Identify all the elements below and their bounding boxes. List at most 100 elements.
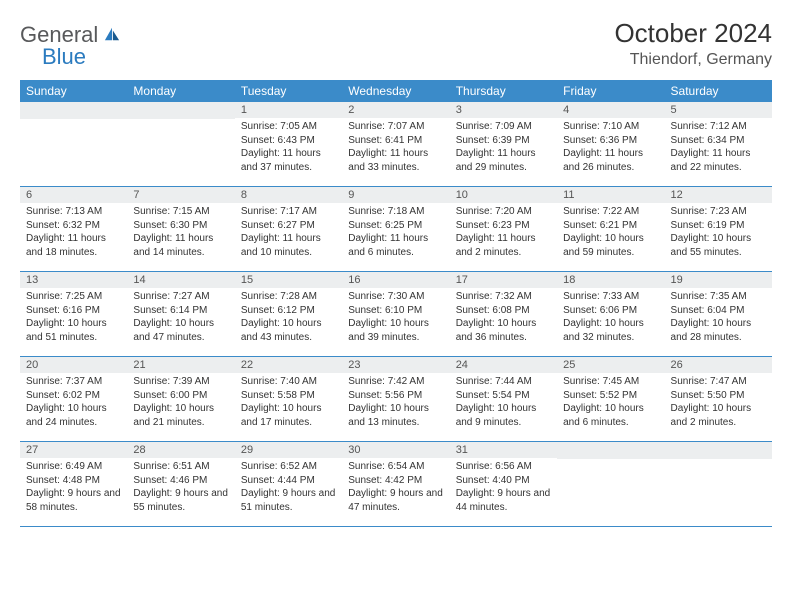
daylight-text: Daylight: 10 hours and 43 minutes. [241, 317, 336, 344]
calendar-day: 5Sunrise: 7:12 AMSunset: 6:34 PMDaylight… [665, 102, 772, 186]
calendar-day: 4Sunrise: 7:10 AMSunset: 6:36 PMDaylight… [557, 102, 664, 186]
sunset-text: Sunset: 6:23 PM [456, 219, 551, 233]
calendar-week: 27Sunrise: 6:49 AMSunset: 4:48 PMDayligh… [20, 442, 772, 527]
day-number: 7 [127, 187, 234, 203]
calendar-day: 11Sunrise: 7:22 AMSunset: 6:21 PMDayligh… [557, 187, 664, 271]
day-details: Sunrise: 7:20 AMSunset: 6:23 PMDaylight:… [450, 203, 557, 263]
day-number: 29 [235, 442, 342, 458]
sunrise-text: Sunrise: 7:05 AM [241, 120, 336, 134]
sunrise-text: Sunrise: 7:37 AM [26, 375, 121, 389]
sunrise-text: Sunrise: 7:47 AM [671, 375, 766, 389]
day-number [557, 442, 664, 459]
sunset-text: Sunset: 4:44 PM [241, 474, 336, 488]
calendar-day: 6Sunrise: 7:13 AMSunset: 6:32 PMDaylight… [20, 187, 127, 271]
day-number: 21 [127, 357, 234, 373]
sunset-text: Sunset: 6:02 PM [26, 389, 121, 403]
sunset-text: Sunset: 6:41 PM [348, 134, 443, 148]
calendar-week: 6Sunrise: 7:13 AMSunset: 6:32 PMDaylight… [20, 187, 772, 272]
day-details: Sunrise: 7:25 AMSunset: 6:16 PMDaylight:… [20, 288, 127, 348]
daylight-text: Daylight: 10 hours and 51 minutes. [26, 317, 121, 344]
daylight-text: Daylight: 11 hours and 6 minutes. [348, 232, 443, 259]
day-number: 8 [235, 187, 342, 203]
day-details: Sunrise: 7:27 AMSunset: 6:14 PMDaylight:… [127, 288, 234, 348]
sunset-text: Sunset: 6:12 PM [241, 304, 336, 318]
sunrise-text: Sunrise: 6:49 AM [26, 460, 121, 474]
daylight-text: Daylight: 10 hours and 28 minutes. [671, 317, 766, 344]
sunrise-text: Sunrise: 6:56 AM [456, 460, 551, 474]
day-number: 25 [557, 357, 664, 373]
calendar-day [127, 102, 234, 186]
day-details: Sunrise: 6:54 AMSunset: 4:42 PMDaylight:… [342, 458, 449, 518]
calendar-day: 1Sunrise: 7:05 AMSunset: 6:43 PMDaylight… [235, 102, 342, 186]
daylight-text: Daylight: 9 hours and 47 minutes. [348, 487, 443, 514]
calendar-day: 16Sunrise: 7:30 AMSunset: 6:10 PMDayligh… [342, 272, 449, 356]
calendar-week: 13Sunrise: 7:25 AMSunset: 6:16 PMDayligh… [20, 272, 772, 357]
calendar-day: 14Sunrise: 7:27 AMSunset: 6:14 PMDayligh… [127, 272, 234, 356]
daylight-text: Daylight: 10 hours and 47 minutes. [133, 317, 228, 344]
daylight-text: Daylight: 10 hours and 21 minutes. [133, 402, 228, 429]
day-details: Sunrise: 7:47 AMSunset: 5:50 PMDaylight:… [665, 373, 772, 433]
sunset-text: Sunset: 6:43 PM [241, 134, 336, 148]
sunrise-text: Sunrise: 6:52 AM [241, 460, 336, 474]
day-details: Sunrise: 7:39 AMSunset: 6:00 PMDaylight:… [127, 373, 234, 433]
day-details: Sunrise: 6:51 AMSunset: 4:46 PMDaylight:… [127, 458, 234, 518]
sunrise-text: Sunrise: 7:45 AM [563, 375, 658, 389]
sunrise-text: Sunrise: 6:54 AM [348, 460, 443, 474]
sunset-text: Sunset: 5:50 PM [671, 389, 766, 403]
calendar: SundayMondayTuesdayWednesdayThursdayFrid… [20, 80, 772, 527]
daylight-text: Daylight: 11 hours and 2 minutes. [456, 232, 551, 259]
day-number [20, 102, 127, 119]
sunrise-text: Sunrise: 7:33 AM [563, 290, 658, 304]
sunset-text: Sunset: 6:30 PM [133, 219, 228, 233]
day-details: Sunrise: 7:13 AMSunset: 6:32 PMDaylight:… [20, 203, 127, 263]
sunrise-text: Sunrise: 7:42 AM [348, 375, 443, 389]
daylight-text: Daylight: 11 hours and 22 minutes. [671, 147, 766, 174]
calendar-day: 30Sunrise: 6:54 AMSunset: 4:42 PMDayligh… [342, 442, 449, 526]
sunset-text: Sunset: 6:10 PM [348, 304, 443, 318]
day-number: 23 [342, 357, 449, 373]
weekday-header: Thursday [450, 80, 557, 102]
day-details: Sunrise: 7:10 AMSunset: 6:36 PMDaylight:… [557, 118, 664, 178]
day-number [127, 102, 234, 119]
day-details: Sunrise: 7:30 AMSunset: 6:10 PMDaylight:… [342, 288, 449, 348]
calendar-day: 31Sunrise: 6:56 AMSunset: 4:40 PMDayligh… [450, 442, 557, 526]
weekday-header: Wednesday [342, 80, 449, 102]
day-number: 19 [665, 272, 772, 288]
sunrise-text: Sunrise: 7:15 AM [133, 205, 228, 219]
day-number: 20 [20, 357, 127, 373]
calendar-day: 15Sunrise: 7:28 AMSunset: 6:12 PMDayligh… [235, 272, 342, 356]
calendar-header-row: SundayMondayTuesdayWednesdayThursdayFrid… [20, 80, 772, 102]
sunset-text: Sunset: 6:21 PM [563, 219, 658, 233]
calendar-day: 9Sunrise: 7:18 AMSunset: 6:25 PMDaylight… [342, 187, 449, 271]
sunrise-text: Sunrise: 7:44 AM [456, 375, 551, 389]
daylight-text: Daylight: 11 hours and 10 minutes. [241, 232, 336, 259]
day-details: Sunrise: 7:05 AMSunset: 6:43 PMDaylight:… [235, 118, 342, 178]
calendar-day: 10Sunrise: 7:20 AMSunset: 6:23 PMDayligh… [450, 187, 557, 271]
day-number: 22 [235, 357, 342, 373]
sunset-text: Sunset: 4:40 PM [456, 474, 551, 488]
day-number: 5 [665, 102, 772, 118]
calendar-day: 29Sunrise: 6:52 AMSunset: 4:44 PMDayligh… [235, 442, 342, 526]
sunset-text: Sunset: 6:34 PM [671, 134, 766, 148]
sunrise-text: Sunrise: 7:18 AM [348, 205, 443, 219]
calendar-day: 22Sunrise: 7:40 AMSunset: 5:58 PMDayligh… [235, 357, 342, 441]
day-details: Sunrise: 7:42 AMSunset: 5:56 PMDaylight:… [342, 373, 449, 433]
header: General Blue October 2024 Thiendorf, Ger… [20, 18, 772, 70]
day-number: 14 [127, 272, 234, 288]
day-details: Sunrise: 7:17 AMSunset: 6:27 PMDaylight:… [235, 203, 342, 263]
day-number: 17 [450, 272, 557, 288]
daylight-text: Daylight: 11 hours and 26 minutes. [563, 147, 658, 174]
daylight-text: Daylight: 11 hours and 29 minutes. [456, 147, 551, 174]
sunrise-text: Sunrise: 7:23 AM [671, 205, 766, 219]
calendar-day: 3Sunrise: 7:09 AMSunset: 6:39 PMDaylight… [450, 102, 557, 186]
daylight-text: Daylight: 10 hours and 17 minutes. [241, 402, 336, 429]
calendar-day [665, 442, 772, 526]
sunrise-text: Sunrise: 7:10 AM [563, 120, 658, 134]
day-number [665, 442, 772, 459]
day-details: Sunrise: 7:37 AMSunset: 6:02 PMDaylight:… [20, 373, 127, 433]
daylight-text: Daylight: 11 hours and 18 minutes. [26, 232, 121, 259]
day-number: 24 [450, 357, 557, 373]
calendar-week: 20Sunrise: 7:37 AMSunset: 6:02 PMDayligh… [20, 357, 772, 442]
day-details: Sunrise: 7:12 AMSunset: 6:34 PMDaylight:… [665, 118, 772, 178]
daylight-text: Daylight: 10 hours and 55 minutes. [671, 232, 766, 259]
